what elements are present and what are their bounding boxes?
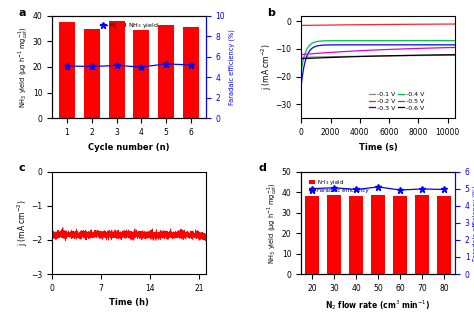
-0.5 V [415,47,421,50]
Bar [183,27,199,118]
-0.3 V [392,43,398,47]
-0.4 V [299,69,304,73]
Y-axis label: NH$_3$ yield (μg h$^{-1}$ mg$_{cat}^{-1}$): NH$_3$ yield (μg h$^{-1}$ mg$_{cat}^{-1}… [17,26,30,108]
Bar [371,195,385,274]
Legend: -0.1 V, -0.2 V, -0.3 V, -0.4 V, -0.5 V, -0.6 V: -0.1 V, -0.2 V, -0.3 V, -0.4 V, -0.5 V, … [366,89,427,113]
-0.1 V [299,55,304,59]
Text: a: a [18,8,26,18]
X-axis label: Time (h): Time (h) [109,298,149,307]
-0.3 V [431,43,437,47]
Text: d: d [258,163,266,173]
-0.3 V [415,43,421,47]
Bar [84,29,100,118]
-0.6 V [299,57,304,60]
-0.2 V [431,22,437,26]
-0.4 V [452,39,458,43]
-0.2 V [396,22,402,26]
Line: -0.3 V: -0.3 V [301,45,455,85]
Line: -0.6 V: -0.6 V [301,54,455,59]
Bar [393,196,407,274]
Bar [59,22,75,118]
Line: -0.5 V: -0.5 V [301,48,455,54]
Bar [133,30,149,118]
-0.2 V [452,22,458,26]
-0.5 V [452,46,458,49]
-0.4 V [308,42,313,46]
Text: c: c [18,163,25,173]
-0.1 V [308,55,313,59]
-0.4 V [396,39,402,43]
-0.3 V [299,83,304,87]
-0.5 V [431,46,437,50]
X-axis label: Cycle number (n): Cycle number (n) [88,142,170,152]
-0.4 V [452,39,458,43]
-0.6 V [415,53,421,57]
-0.6 V [431,53,437,57]
Bar [305,196,319,274]
-0.1 V [392,54,398,58]
-0.5 V [388,48,393,51]
-0.3 V [388,43,393,47]
-0.6 V [392,54,398,58]
Y-axis label: j (mA cm$^{-2}$): j (mA cm$^{-2}$) [260,43,274,90]
-0.1 V [388,54,393,58]
-0.6 V [388,54,393,58]
-0.1 V [396,54,402,58]
-0.6 V [396,54,402,57]
-0.2 V [299,24,304,27]
Bar [158,25,174,118]
-0.5 V [396,47,402,51]
X-axis label: N$_2$ flow rate (cm$^3$ min$^{-1}$): N$_2$ flow rate (cm$^3$ min$^{-1}$) [326,298,431,312]
-0.4 V [431,39,437,43]
Bar [415,195,429,274]
X-axis label: Time (s): Time (s) [359,142,398,152]
-0.6 V [452,53,458,56]
Bar [327,194,341,274]
-0.4 V [388,39,393,43]
Line: -0.4 V: -0.4 V [301,41,455,71]
-0.3 V [452,43,458,47]
Y-axis label: Faradaic efficiency (%): Faradaic efficiency (%) [473,185,474,261]
Y-axis label: j (mA cm$^{-2}$): j (mA cm$^{-2}$) [15,199,30,246]
-0.6 V [308,56,313,60]
Line: -0.1 V: -0.1 V [301,55,455,57]
Text: b: b [267,8,275,18]
Legend: FE, NH$_3$ yield: FE, NH$_3$ yield [97,19,161,33]
Y-axis label: NH$_3$ yield (μg h$^{-1}$ mg$_{cat}^{-1}$): NH$_3$ yield (μg h$^{-1}$ mg$_{cat}^{-1}… [265,182,279,264]
-0.2 V [415,22,421,26]
-0.5 V [308,52,313,56]
-0.5 V [299,53,304,56]
-0.3 V [452,43,458,47]
-0.2 V [392,22,398,26]
Legend: NH$_3$ yield, Faradaic efficiency: NH$_3$ yield, Faradaic efficiency [307,175,370,195]
-0.5 V [392,47,398,51]
-0.3 V [308,48,313,51]
-0.1 V [431,54,437,57]
-0.4 V [392,39,398,43]
Bar [349,196,364,274]
-0.1 V [415,54,421,57]
-0.1 V [452,53,458,57]
Line: -0.2 V: -0.2 V [301,24,455,26]
Y-axis label: Faradaic efficiency (%): Faradaic efficiency (%) [228,29,235,105]
Bar [109,21,125,118]
-0.2 V [388,22,393,26]
-0.4 V [415,39,421,43]
Bar [437,196,451,274]
-0.2 V [308,23,313,27]
-0.3 V [396,43,402,47]
